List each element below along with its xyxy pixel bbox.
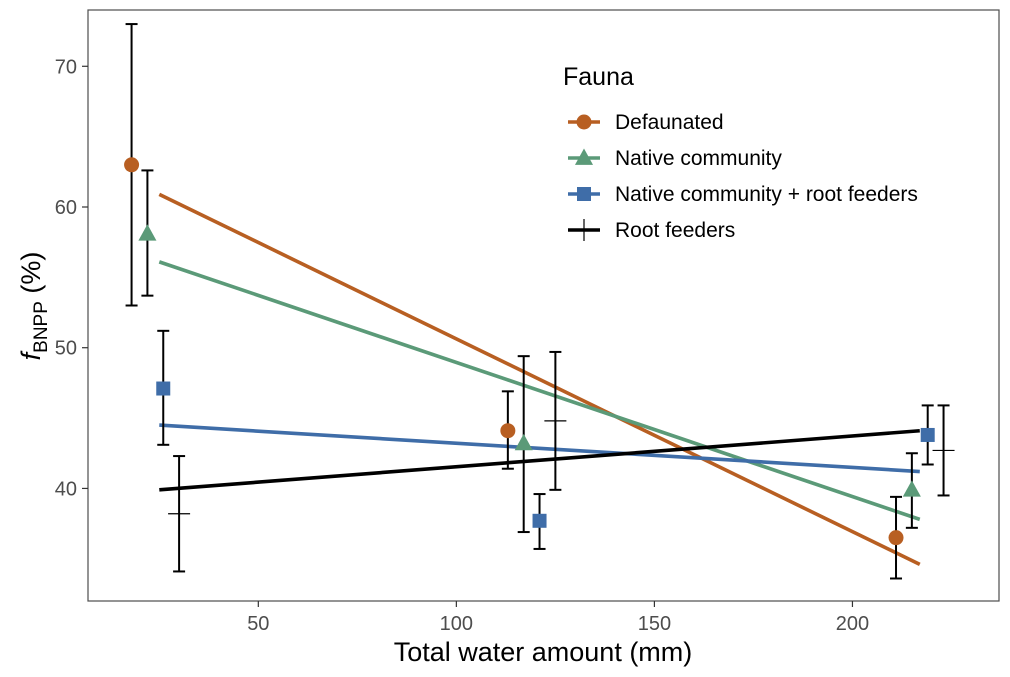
- marker-root-feeders-3: [932, 439, 955, 462]
- marker-defaunated-3: [888, 530, 904, 546]
- x-tick-label: 150: [638, 613, 671, 635]
- marker-native-community-root-feeders-3: [920, 427, 935, 442]
- marker-defaunated-1: [124, 157, 140, 173]
- x-axis: 50 100 150 200: [247, 601, 869, 635]
- legend-label: Native community + root feeders: [615, 183, 918, 206]
- fit-line-defaunated: [158, 192, 921, 567]
- fit-line-root-feeders: [159, 428, 920, 492]
- y-axis-title-subscript: BNPP: [31, 301, 52, 353]
- fit-lines: [158, 192, 921, 567]
- y-tick-label: 70: [55, 56, 77, 78]
- legend-title: Fauna: [563, 63, 634, 91]
- legend-item-root-feeders: Root feeders: [568, 219, 735, 242]
- x-tick-label: 100: [440, 613, 473, 635]
- legend-key-marker: [576, 114, 592, 130]
- marker-root-feeders-1: [168, 502, 191, 525]
- y-axis-title: fBNPP (%): [16, 252, 52, 361]
- legend-key-marker: [577, 187, 591, 201]
- plot-panel: [87, 9, 1000, 602]
- marker-native-community-3: [902, 480, 921, 497]
- x-axis-title: Total water amount (mm): [394, 637, 693, 667]
- y-tick-label: 50: [55, 338, 77, 360]
- y-tick-label: 60: [55, 197, 77, 219]
- legend-label: Native community: [615, 147, 782, 170]
- y-axis-title-italic: f: [16, 350, 46, 360]
- marker-native-community-2: [514, 433, 533, 451]
- fit-line-native-community: [158, 260, 921, 522]
- legend-label: Root feeders: [615, 219, 735, 242]
- legend-item-native-community: Native community: [568, 147, 782, 170]
- marker-root-feeders-2: [544, 409, 567, 432]
- x-tick-label: 200: [836, 613, 869, 635]
- marker-native-community-root-feeders-1: [156, 381, 171, 396]
- legend-item-defaunated: Defaunated: [568, 111, 724, 134]
- y-axis: 40 50 60 70: [55, 56, 88, 500]
- legend-item-native-community-root-feeders: Native community + root feeders: [568, 183, 918, 206]
- legend: Fauna Defaunated Native community Native c…: [563, 63, 918, 242]
- data-markers: [124, 157, 955, 546]
- marker-defaunated-2: [500, 423, 516, 439]
- y-axis-title-suffix: (%): [16, 252, 46, 302]
- marker-native-community-1: [138, 224, 157, 241]
- marker-native-community-root-feeders-2: [532, 513, 547, 528]
- x-tick-label: 50: [247, 613, 269, 635]
- legend-key-marker: [573, 219, 595, 241]
- y-tick-label: 40: [55, 478, 77, 500]
- legend-key-marker: [574, 148, 594, 165]
- fit-line-native-community-root-feeders: [159, 423, 920, 474]
- legend-label: Defaunated: [615, 111, 724, 134]
